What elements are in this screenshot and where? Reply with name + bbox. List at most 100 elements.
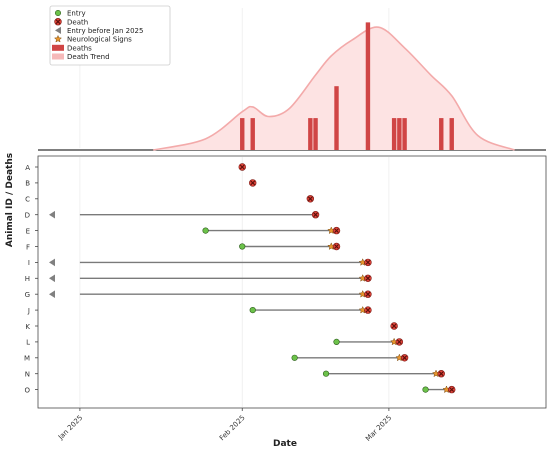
death-marker [332, 226, 341, 235]
animal-row [202, 226, 341, 235]
deaths-bar [365, 22, 371, 151]
death-marker [306, 195, 315, 203]
animal-row [422, 385, 456, 394]
deaths-bar [250, 118, 255, 150]
legend-item: Death Trend [52, 53, 110, 61]
deaths-bar [308, 118, 313, 150]
animal-row [249, 305, 372, 314]
deaths-bar [402, 118, 407, 150]
animal-row [49, 289, 372, 298]
death-marker-cross [334, 228, 339, 233]
deaths-bar [313, 118, 318, 150]
y-tick-label: H [25, 275, 30, 283]
y-tick-label: E [26, 227, 30, 235]
y-tick-label: G [25, 291, 30, 299]
x-tick-label: Jan 2025 [56, 414, 84, 442]
animal-row [49, 210, 320, 219]
animal-rows [49, 163, 456, 394]
entry-before-marker [49, 290, 55, 298]
animal-row [390, 322, 398, 330]
death-marker-cross [307, 196, 313, 202]
x-tick-label: Mar 2025 [364, 414, 393, 443]
death-marker [364, 306, 372, 314]
legend-label: Neurological Signs [67, 36, 132, 44]
death-trend-area [153, 26, 515, 151]
death-marker-cross [449, 387, 455, 392]
death-marker [364, 258, 372, 267]
animal-row [333, 337, 404, 346]
death-marker-cross [365, 307, 371, 313]
legend-label: Entry [67, 10, 86, 18]
death-marker-cross [402, 355, 407, 361]
legend-label: Death Trend [67, 53, 110, 61]
death-marker [238, 163, 246, 171]
entry-marker [322, 370, 330, 377]
death-marker-cross [55, 19, 61, 25]
timeline-plot-frame [37, 155, 547, 409]
death-marker-cross [396, 339, 402, 345]
deaths-bar [334, 86, 339, 150]
death-marker-cross [250, 180, 256, 186]
death-marker-cross [239, 164, 245, 170]
y-tick-label: M [24, 355, 30, 363]
y-tick-label: A [25, 164, 30, 172]
death-trend-fill [153, 27, 515, 150]
entry-before-marker [49, 258, 55, 267]
deaths-bar [240, 118, 245, 150]
y-tick-label: B [25, 180, 30, 188]
entry-marker [333, 338, 340, 346]
death-marker [395, 338, 404, 346]
death-marker-cross [334, 244, 339, 249]
death-marker [437, 370, 445, 378]
entry-marker [239, 243, 246, 250]
y-tick-label: I [28, 259, 30, 267]
legend-box [49, 5, 171, 66]
legend-label: Death [67, 18, 88, 26]
x-tick-label: Feb 2025 [218, 414, 247, 443]
animal-row [238, 163, 246, 171]
y-tick-label: C [25, 196, 30, 204]
death-marker [364, 274, 372, 282]
y-tick-label: J [27, 307, 30, 315]
animal-row [49, 258, 372, 267]
entry-before-marker [49, 274, 55, 283]
deaths-bar [391, 118, 397, 150]
death-marker-cross [365, 260, 371, 265]
death-marker [311, 211, 320, 219]
y-tick-label: F [26, 243, 30, 251]
entry-marker [202, 227, 209, 234]
y-tick-label: L [26, 339, 30, 347]
entry-marker [291, 354, 298, 361]
animal-row [322, 369, 445, 378]
legend-entry-before-swatch [55, 26, 61, 34]
legend-item: Entry before Jan 2025 [55, 26, 143, 35]
death-marker [448, 385, 456, 394]
legend-item: Death [54, 18, 88, 26]
legend-entry-swatch [54, 10, 61, 17]
death-trend-line [153, 26, 515, 151]
death-marker [332, 242, 341, 251]
death-marker-cross [365, 275, 371, 281]
legend-item: Entry [54, 10, 86, 18]
y-tick-label: D [25, 212, 30, 220]
legend-label: Entry before Jan 2025 [67, 27, 143, 35]
deaths-bar [449, 118, 454, 150]
death-marker [400, 354, 409, 362]
animal-row [291, 353, 409, 362]
death-marker-cross [391, 323, 397, 329]
legend-item: Deaths [52, 44, 92, 52]
legend-trend-swatch [52, 53, 64, 60]
deaths-bar [397, 118, 402, 150]
animal-row [239, 242, 341, 251]
legend-item: Neurological Signs [53, 34, 132, 44]
y-axis-label: Animal ID / Deaths [5, 153, 15, 247]
death-marker [364, 290, 372, 298]
death-marker-cross [313, 212, 318, 218]
animal-row [49, 274, 372, 283]
animal-row [306, 195, 315, 203]
legend-neuro-swatch [53, 34, 63, 43]
death-marker-cross [365, 291, 371, 297]
